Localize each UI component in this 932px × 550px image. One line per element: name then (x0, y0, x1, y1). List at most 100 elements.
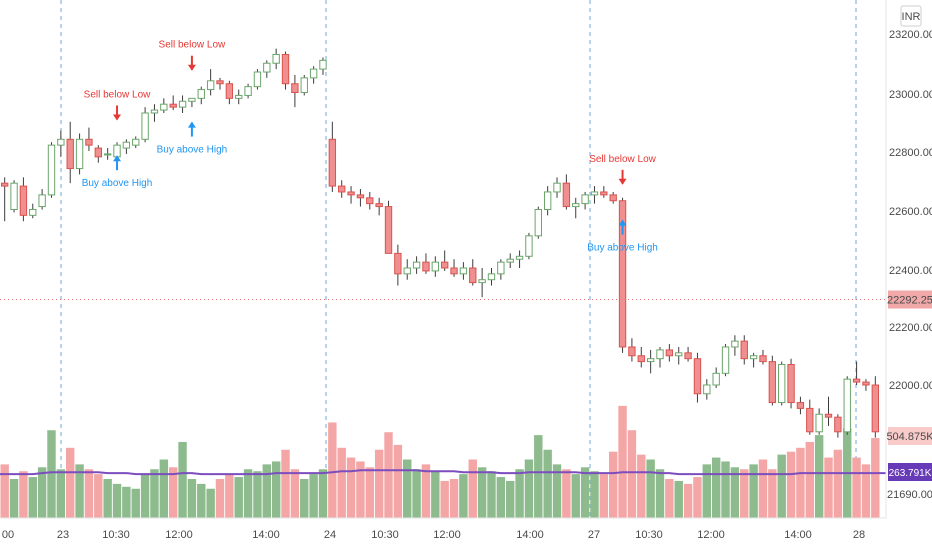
candle-body (10, 182, 18, 211)
sell-arrow-head (187, 64, 196, 71)
volume-bar (271, 461, 281, 518)
candle-body (57, 138, 65, 146)
volume-bar (833, 449, 843, 518)
volume-bar (421, 464, 431, 518)
candle-body (319, 59, 327, 70)
volume-bar (852, 457, 861, 518)
candle-body (113, 144, 121, 158)
candle-body (749, 355, 758, 360)
candle-body (525, 235, 533, 257)
candle-body (253, 71, 262, 88)
volume-bar (627, 430, 637, 518)
volume-floor-label: 21690.00 (887, 489, 932, 501)
candle-body (815, 413, 823, 433)
volume-bar (309, 474, 318, 518)
candle-body (122, 141, 131, 149)
candle-body (459, 267, 468, 275)
currency-badge[interactable]: INR (900, 5, 922, 27)
price-axis[interactable]: 23200.00 23000.00 22800.00 22600.00 22400.00… (889, 29, 932, 392)
candle-body (665, 349, 674, 357)
volume-bar (290, 469, 300, 518)
volume-bar (468, 459, 477, 518)
time-tick-label: 28 (853, 529, 865, 541)
volume-bar (243, 469, 253, 518)
time-tick-label: 10:30 (635, 529, 663, 541)
candle-body (721, 346, 730, 374)
volume-bar (477, 467, 487, 518)
volume-bar (0, 464, 9, 518)
volume-bar (702, 464, 712, 518)
candle-body (712, 372, 720, 386)
price-tick-label: 23200.00 (889, 29, 932, 41)
volume-bar (346, 457, 356, 518)
volume-bar (412, 469, 421, 518)
candle-body (778, 364, 786, 404)
volume-bar (168, 467, 178, 518)
volume-bar (749, 464, 758, 518)
volume-bar (562, 469, 571, 518)
volume-bar (56, 469, 66, 518)
candle-body (47, 144, 56, 196)
buy-signal-label: Buy above High (82, 178, 153, 189)
candle-body (843, 378, 851, 433)
candle-body (656, 349, 664, 360)
volume-bar (197, 483, 206, 518)
buy-arrow-head (187, 121, 196, 128)
volume-bar (721, 461, 730, 518)
candle-body (609, 194, 617, 202)
candle-body (675, 352, 683, 357)
candle-body (824, 413, 833, 418)
volume-bar (19, 471, 28, 518)
time-tick-label: 10:30 (102, 529, 130, 541)
candle-body (469, 267, 477, 284)
volume-bar (534, 435, 543, 518)
time-axis[interactable]: 00 23 10:30 12:00 14:00 24 10:30 12:00 14:00 27 10… (2, 529, 865, 541)
volume-bar (47, 430, 56, 518)
candle-body (562, 182, 571, 208)
volume-bar (403, 459, 412, 518)
volume-bar (655, 469, 665, 518)
candle-body (132, 138, 140, 146)
volume-bar (608, 451, 618, 518)
volume-bar (393, 444, 403, 518)
volume-floor-label-group: 21690.00 (887, 489, 932, 501)
candle-body (347, 191, 355, 196)
candle-body (281, 53, 290, 85)
volume-bar (328, 422, 337, 518)
buy-arrow-head (113, 155, 122, 162)
candle-body (440, 261, 449, 269)
candle-body (478, 279, 486, 284)
candle-body (272, 53, 280, 64)
candle-body (300, 77, 308, 93)
volume-bar (506, 480, 515, 518)
candle-body (450, 267, 458, 275)
candle-body (693, 358, 702, 395)
signal-annotations: Buy above High Sell below Low Buy above Hi… (82, 40, 658, 254)
candle-body (263, 62, 271, 73)
volume-bar (683, 483, 693, 518)
time-tick-label: 12:00 (165, 529, 193, 541)
last-volume-badge: 504.875K (886, 427, 932, 445)
volume-bar (515, 469, 524, 518)
volume-bar (374, 449, 384, 518)
candle-body (412, 261, 421, 269)
candle-body (600, 191, 608, 196)
candle-body (497, 261, 505, 275)
candle-body (796, 402, 805, 409)
candle-body (338, 185, 346, 193)
volume-bar (487, 471, 496, 518)
price-tick-label: 22000.00 (889, 380, 932, 392)
volume-bar (590, 471, 599, 518)
volume-bar (449, 479, 459, 518)
volume-bar (28, 477, 37, 518)
candle-body (806, 407, 814, 433)
volume-bar (674, 480, 683, 518)
volume-bar (318, 469, 328, 518)
volume-bar (730, 467, 740, 518)
candle-body (38, 194, 46, 208)
candle-body (487, 273, 496, 281)
current-price-label: 22292.25 (887, 295, 932, 307)
candle-body (244, 86, 252, 96)
candle-body (572, 203, 580, 208)
